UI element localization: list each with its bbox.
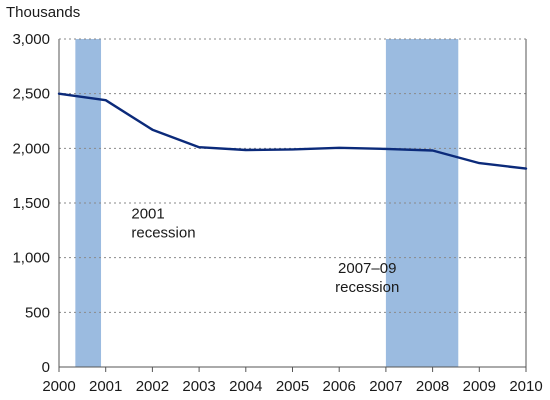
recession-bands <box>75 39 459 367</box>
y-tick-label: 500 <box>25 304 50 321</box>
y-tick-label: 3,000 <box>12 31 50 48</box>
x-tick-label: 2007 <box>369 378 402 395</box>
recession-annotation-2: 2007–09 recession <box>335 260 399 296</box>
annotations: 2001 recession 2007–09 recession <box>131 205 399 296</box>
x-tick-label: 2005 <box>276 378 309 395</box>
annotation-line: recession <box>131 224 195 241</box>
annotation-line: recession <box>335 279 399 296</box>
series-line-1 <box>57 92 528 170</box>
y-tick-label: 0 <box>42 359 50 376</box>
y-tick-label: 1,500 <box>12 195 50 212</box>
x-tick-label: 2009 <box>463 378 496 395</box>
y-tick-label: 1,000 <box>12 250 50 267</box>
x-tick-label: 2002 <box>136 378 169 395</box>
annotation-line: 2001 <box>131 205 164 222</box>
x-tick-label: 2004 <box>229 378 262 395</box>
y-axis-unit-label: Thousands <box>6 4 80 21</box>
x-tick-label: 2010 <box>509 378 542 395</box>
annotation-line: 2007–09 <box>338 260 396 277</box>
series-lines <box>57 92 528 170</box>
y-tick-label: 2,000 <box>12 140 50 157</box>
x-tick-label: 2003 <box>182 378 215 395</box>
x-tick-label: 2006 <box>323 378 356 395</box>
x-tick-label: 2008 <box>416 378 449 395</box>
recession-band-2 <box>385 39 459 367</box>
y-tick-label: 2,500 <box>12 86 50 103</box>
x-tick-label: 2001 <box>89 378 122 395</box>
x-tick-label: 2000 <box>42 378 75 395</box>
recession-annotation-1: 2001 recession <box>131 205 195 241</box>
